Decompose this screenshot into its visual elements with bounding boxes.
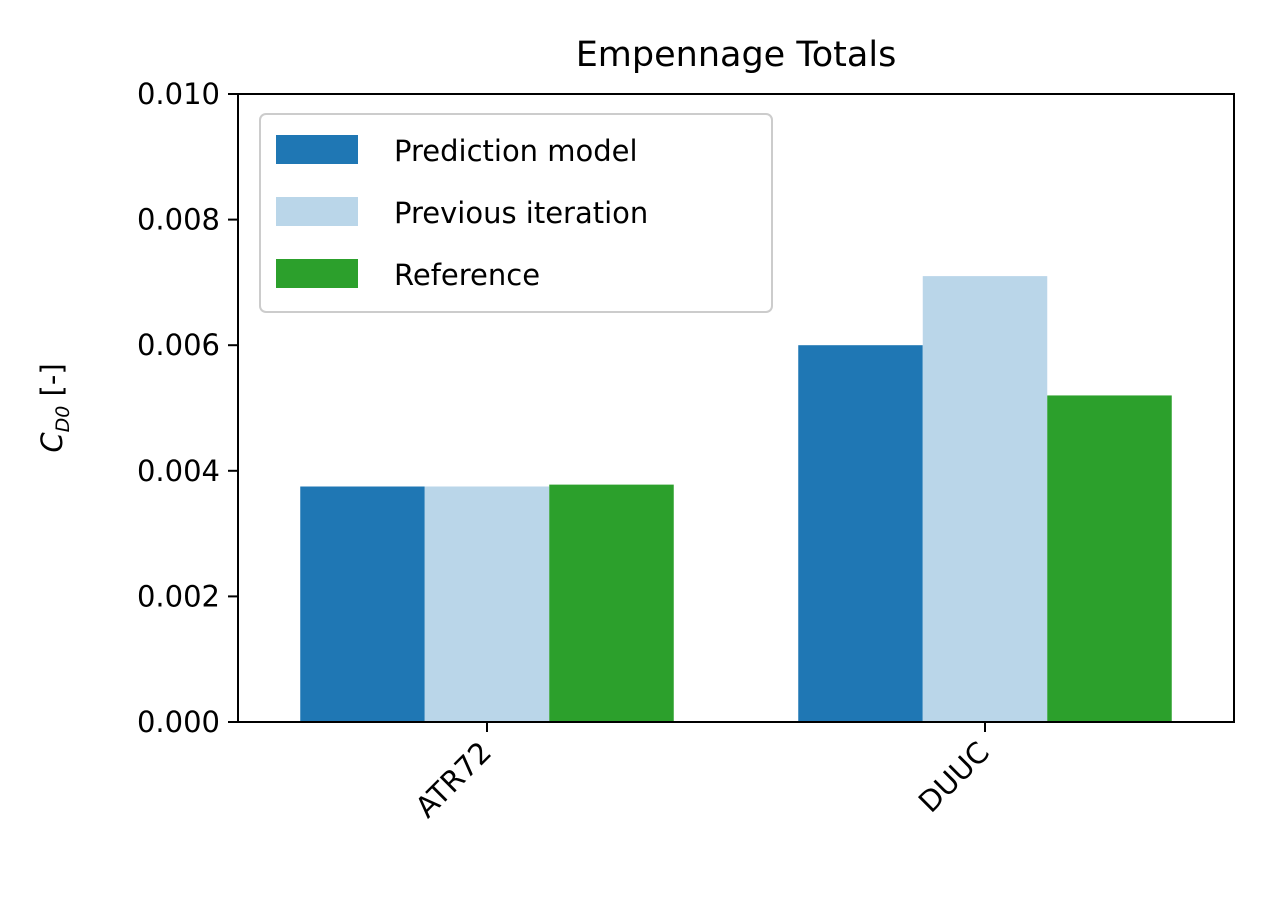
legend-swatch-reference <box>276 259 358 288</box>
x-tick-label-atr72: ATR72 <box>409 735 498 824</box>
plot-frame <box>237 93 1235 723</box>
y-axis-ticks: 0.000 0.002 0.004 0.006 0.008 0.010 <box>137 77 238 739</box>
y-axis-label-main: C <box>35 432 69 453</box>
bar-duuc-reference <box>1047 395 1172 722</box>
bar-atr72-previous-iteration <box>424 486 550 722</box>
y-axis-label-suffix: [-] <box>35 363 69 405</box>
bar-duuc-prediction-model <box>798 345 923 722</box>
y-axis-label: CD0 [-] <box>35 363 74 452</box>
bars-group <box>300 276 1172 722</box>
y-tick-label: 0.006 <box>137 328 220 362</box>
bar-atr72-reference <box>549 484 674 722</box>
legend-swatch-prediction-model <box>276 135 358 164</box>
x-axis-ticks: ATR72 DUUC <box>409 722 996 824</box>
x-tick-label-duuc: DUUC <box>912 735 996 819</box>
y-tick-label: 0.000 <box>137 705 220 739</box>
legend-swatch-previous-iteration <box>276 197 358 226</box>
legend-label-reference: Reference <box>394 258 540 292</box>
y-tick-label: 0.004 <box>137 454 220 488</box>
y-tick-label: 0.010 <box>137 77 220 111</box>
legend: Prediction model Previous iteration Refere… <box>259 113 773 313</box>
chart-title: Empennage Totals <box>576 35 897 75</box>
bar-atr72-prediction-model <box>300 486 425 722</box>
y-tick-label: 0.002 <box>137 579 220 613</box>
y-axis-label-subscript: D0 <box>52 406 74 433</box>
legend-frame <box>259 113 773 313</box>
legend-label-prediction-model: Prediction model <box>394 134 638 168</box>
legend-label-previous-iteration: Previous iteration <box>394 196 648 230</box>
bar-duuc-previous-iteration <box>922 276 1048 722</box>
y-tick-label: 0.008 <box>137 203 220 237</box>
